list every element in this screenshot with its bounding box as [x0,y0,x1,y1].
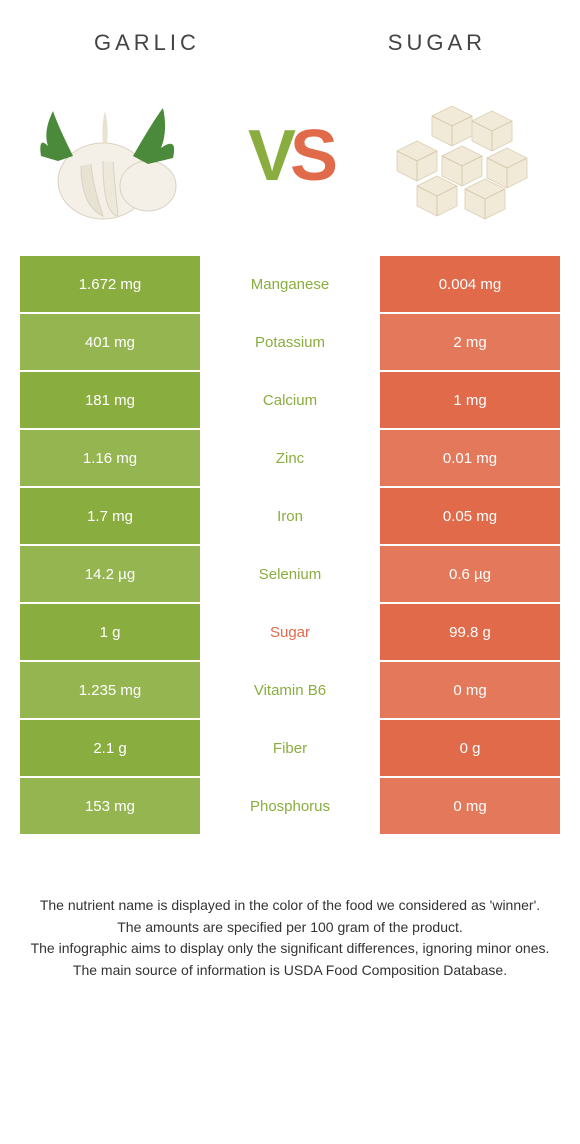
value-right: 0 g [380,720,560,776]
value-right: 2 mg [380,314,560,370]
footnote-line: The main source of information is USDA F… [20,961,560,981]
value-left: 1.235 mg [20,662,200,718]
footnotes: The nutrient name is displayed in the co… [0,836,580,1002]
nutrient-label: Potassium [200,314,380,370]
value-left: 14.2 µg [20,546,200,602]
value-right: 0.004 mg [380,256,560,312]
table-row: 153 mgPhosphorus0 mg [20,778,560,836]
value-right: 99.8 g [380,604,560,660]
value-right: 1 mg [380,372,560,428]
value-left: 1.16 mg [20,430,200,486]
nutrient-label: Selenium [200,546,380,602]
table-row: 1.16 mgZinc0.01 mg [20,430,560,488]
nutrient-label: Manganese [200,256,380,312]
header: Garlic Sugar [0,0,580,66]
footnote-line: The infographic aims to display only the… [20,939,560,959]
nutrient-label: Phosphorus [200,778,380,834]
value-left: 2.1 g [20,720,200,776]
value-left: 1.672 mg [20,256,200,312]
value-left: 401 mg [20,314,200,370]
nutrient-label: Vitamin B6 [200,662,380,718]
nutrient-table: 1.672 mgManganese0.004 mg401 mgPotassium… [20,256,560,836]
value-left: 153 mg [20,778,200,834]
table-row: 14.2 µgSelenium0.6 µg [20,546,560,604]
table-row: 1.672 mgManganese0.004 mg [20,256,560,314]
value-right: 0.05 mg [380,488,560,544]
table-row: 401 mgPotassium2 mg [20,314,560,372]
value-left: 1 g [20,604,200,660]
nutrient-label: Sugar [200,604,380,660]
table-row: 181 mgCalcium1 mg [20,372,560,430]
title-right: Sugar [388,30,486,56]
value-right: 0.6 µg [380,546,560,602]
title-left: Garlic [94,30,200,56]
nutrient-label: Iron [200,488,380,544]
nutrient-label: Zinc [200,430,380,486]
garlic-image [33,86,203,226]
table-row: 1.235 mgVitamin B60 mg [20,662,560,720]
value-right: 0 mg [380,662,560,718]
vs-label: VS [248,115,332,197]
value-left: 1.7 mg [20,488,200,544]
nutrient-label: Fiber [200,720,380,776]
hero: VS [0,66,580,256]
table-row: 1.7 mgIron0.05 mg [20,488,560,546]
footnote-line: The amounts are specified per 100 gram o… [20,918,560,938]
table-row: 1 gSugar99.8 g [20,604,560,662]
value-right: 0.01 mg [380,430,560,486]
sugar-image [377,86,547,226]
value-right: 0 mg [380,778,560,834]
value-left: 181 mg [20,372,200,428]
nutrient-label: Calcium [200,372,380,428]
footnote-line: The nutrient name is displayed in the co… [20,896,560,916]
table-row: 2.1 gFiber0 g [20,720,560,778]
infographic-container: Garlic Sugar VS [0,0,580,1144]
